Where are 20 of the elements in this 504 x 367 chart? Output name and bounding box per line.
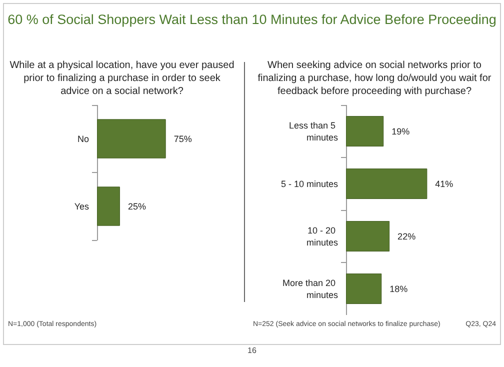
chart-subtitle: While at a physical location, have you ever paused prior to finalizing a purchase in order to seek advice on a social network? (8, 59, 236, 98)
y-tick-label: 10 - 20 minutes (306, 225, 338, 248)
data-label: 18% (390, 284, 408, 294)
text: 16 (246, 346, 258, 355)
bar (346, 274, 382, 304)
y-tick-label: More than 20 minutes (282, 278, 338, 300)
data-label: 41% (435, 178, 454, 189)
y-tick-label: Less than 5 minutes (288, 120, 338, 142)
text: 60 % of Social Shoppers Wait Less than 10 Minutes for Advice Before Proceeding (6, 12, 498, 27)
chart-subtitle: When seeking advice on social networks prior to finalizing a purchase, how long do/would you wait for feedback before proceeding with purchase? (256, 59, 492, 98)
data-label: 19% (392, 126, 410, 136)
y-tick-label: 5 - 10 minutes (280, 178, 338, 189)
data-label: 22% (398, 231, 416, 242)
data-label: 75% (174, 134, 192, 144)
bar (346, 221, 390, 252)
data-label: 25% (128, 201, 146, 212)
bar (346, 116, 384, 146)
bar (346, 168, 428, 199)
y-tick-label: Yes (74, 201, 90, 212)
y-tick-label: No (77, 134, 89, 144)
